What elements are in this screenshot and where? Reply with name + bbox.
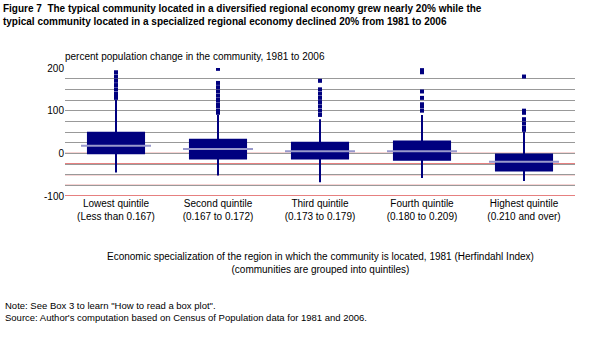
svg-text:100: 100 [47, 105, 64, 116]
svg-text:Fourth quintile(0.180 to 0.209: Fourth quintile(0.180 to 0.209) [387, 198, 458, 222]
svg-text:percent population change in t: percent population change in the communi… [65, 51, 325, 62]
svg-text:0: 0 [58, 148, 64, 159]
svg-text:Highest quintile(0.210 and ove: Highest quintile(0.210 and over) [487, 198, 560, 222]
svg-text:Note: See Box 3 to learn "How: Note: See Box 3 to learn "How to read a … [5, 300, 367, 323]
svg-text:200: 200 [47, 63, 64, 74]
svg-text:Third quintile(0.173 to 0.179): Third quintile(0.173 to 0.179) [285, 198, 356, 222]
svg-text:Second quintile(0.167 to 0.172: Second quintile(0.167 to 0.172) [183, 198, 254, 222]
svg-text:Figure 7 The typical communit: Figure 7 The typical community located i… [3, 3, 482, 27]
svg-text:Lowest quintile(Less than 0.16: Lowest quintile(Less than 0.167) [77, 198, 155, 222]
svg-text:-100: -100 [44, 191, 64, 202]
svg-text:Economic specialization of the: Economic specialization of the region in… [107, 251, 534, 275]
